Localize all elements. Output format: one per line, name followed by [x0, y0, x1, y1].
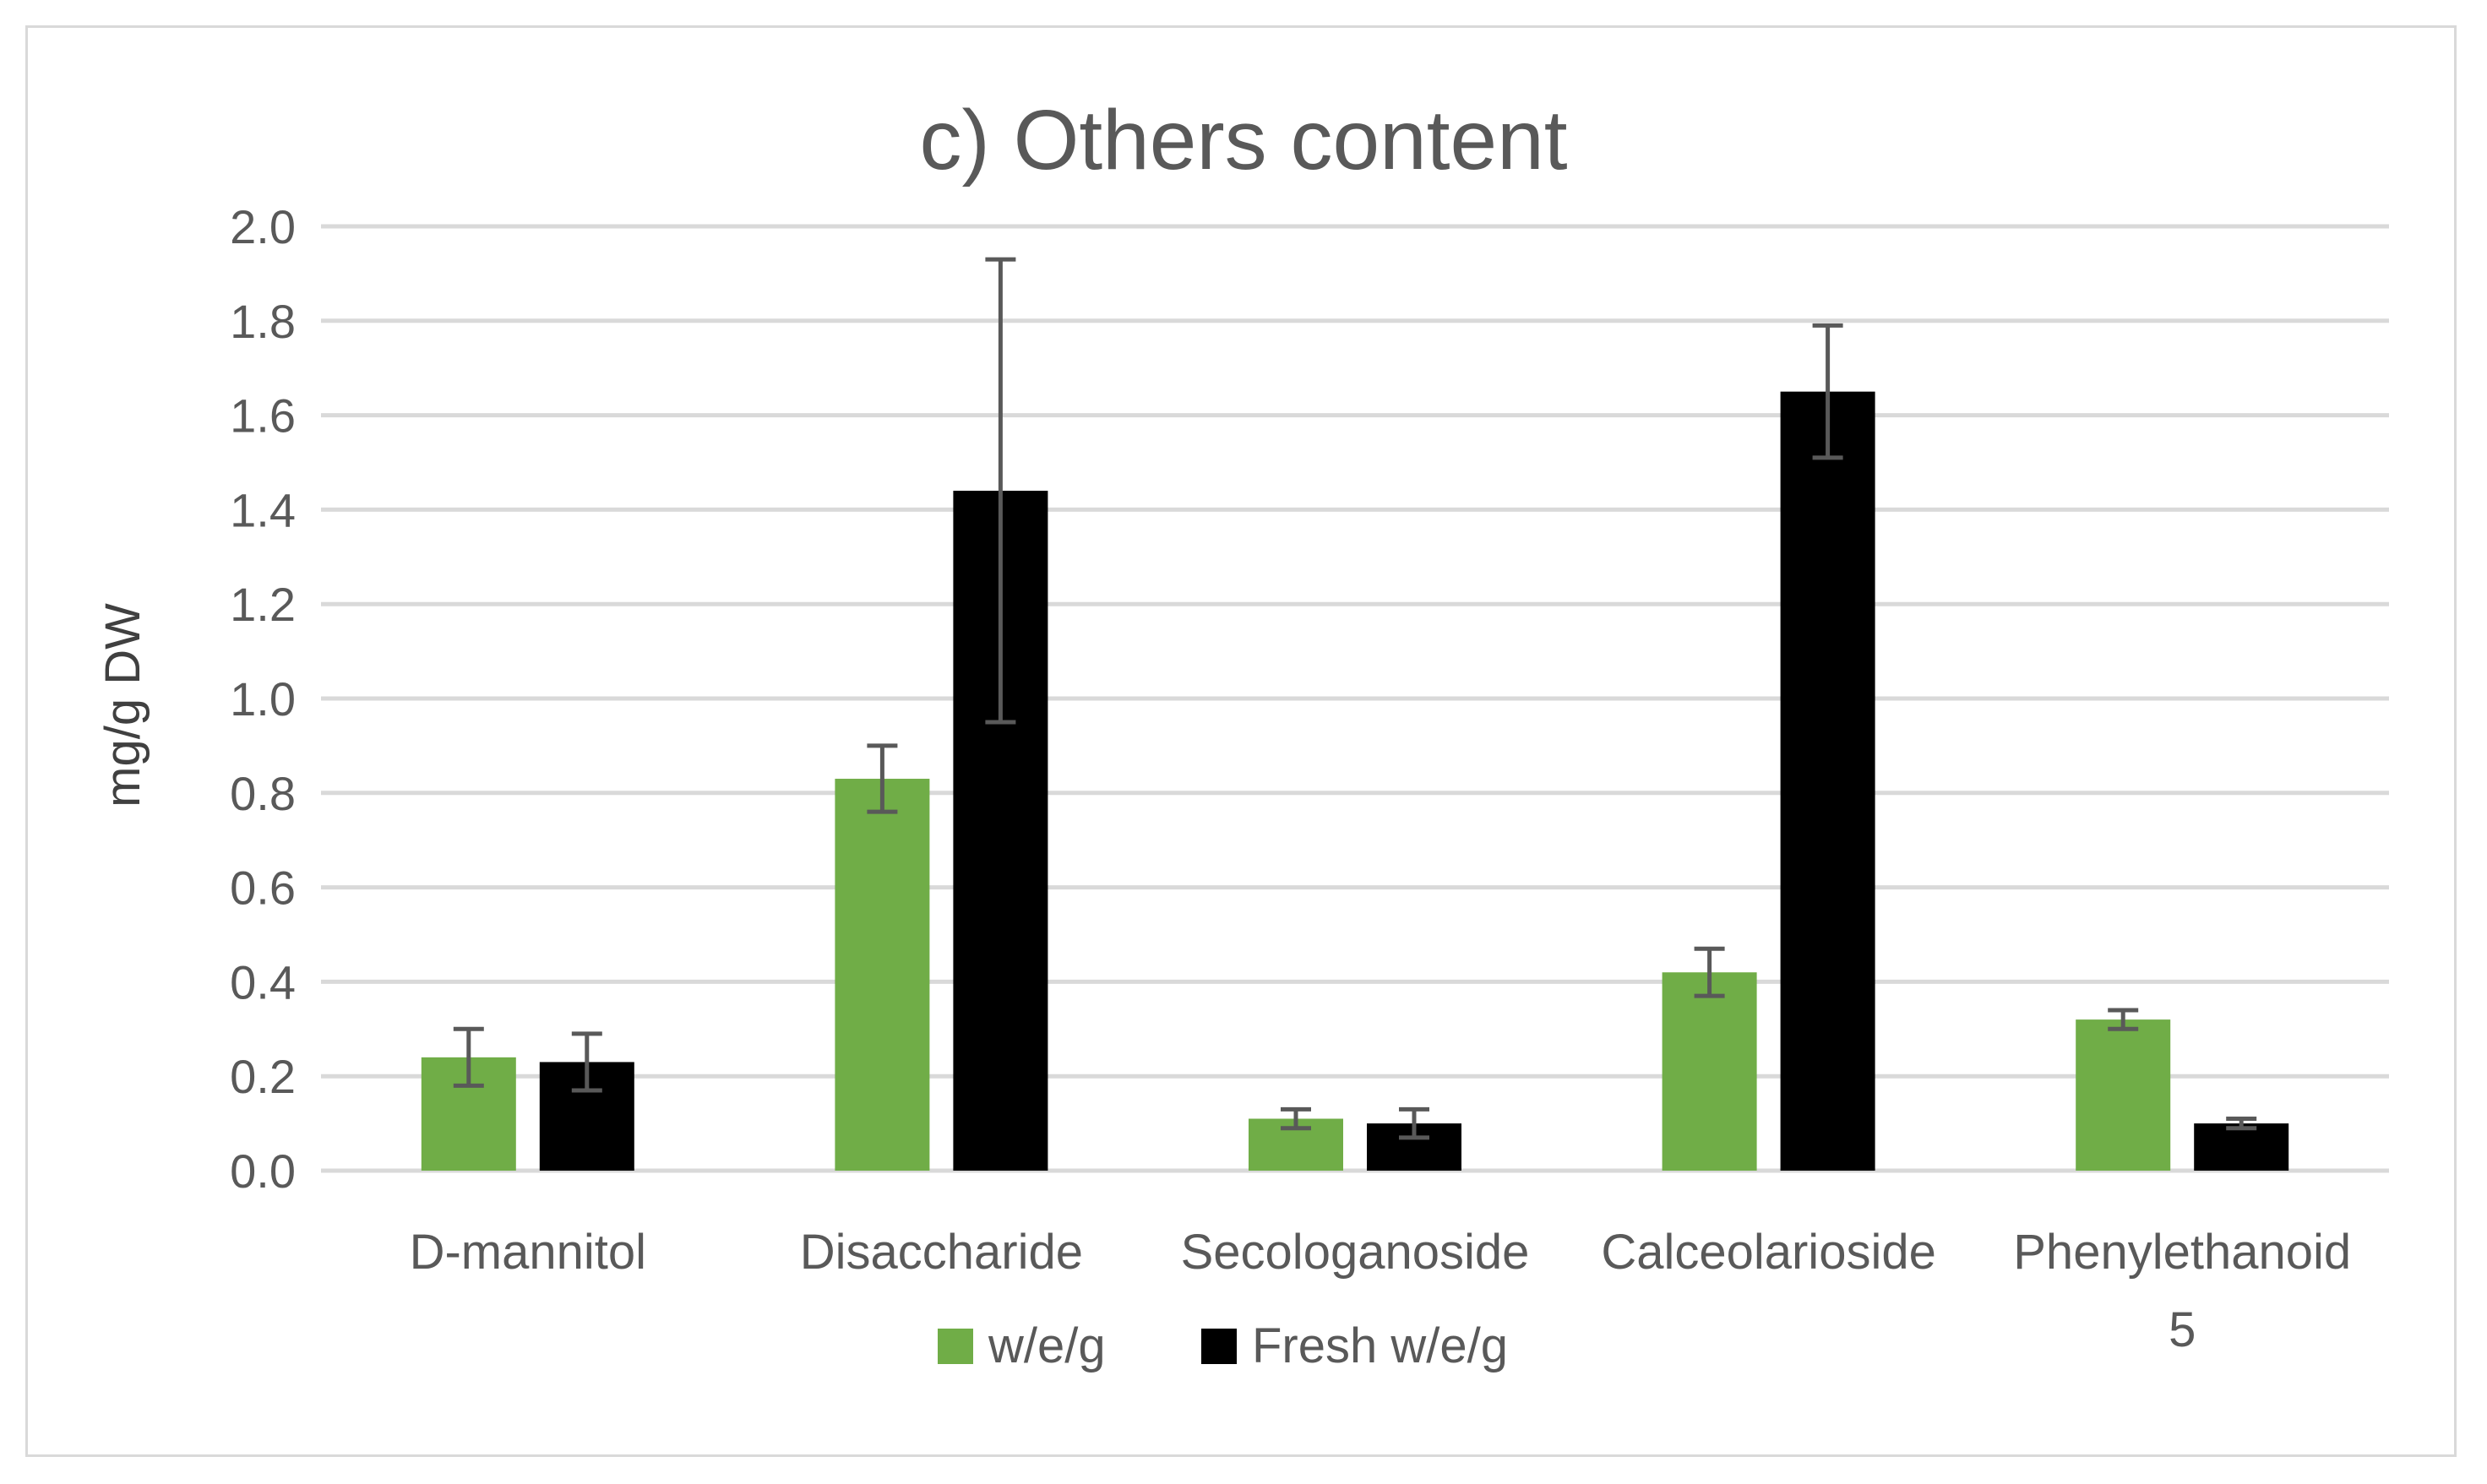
y-tick-label: 2.0: [230, 200, 296, 253]
legend-label: Fresh w/e/g: [1252, 1318, 1508, 1373]
y-tick-label: 1.0: [230, 672, 296, 726]
legend-swatch: [1201, 1329, 1237, 1364]
y-tick-label: 1.4: [230, 483, 296, 536]
bar-fresh: [1780, 391, 1875, 1171]
x-category-label: D-mannitol: [410, 1225, 646, 1280]
x-category-label: Calceolarioside: [1601, 1225, 1936, 1280]
bar-we: [2076, 1019, 2171, 1171]
y-tick-label: 1.8: [230, 295, 296, 348]
y-tick-label: 0.4: [230, 955, 296, 1008]
bar-we: [1662, 972, 1757, 1171]
legend-swatch: [938, 1329, 973, 1364]
x-category-label: 5: [2169, 1302, 2196, 1357]
x-category-label: Disaccharide: [800, 1225, 1083, 1280]
y-tick-label: 0.2: [230, 1050, 296, 1103]
bar-we: [835, 779, 930, 1171]
chart-title: c) Others content: [920, 93, 1568, 188]
bar-fresh: [2194, 1123, 2289, 1171]
chart-frame: [25, 25, 2457, 1457]
x-axis-categories: D-mannitol Disaccharide Secologanoside Calc…: [410, 1225, 2352, 1357]
y-tick-label: 1.6: [230, 389, 296, 443]
legend: w/e/g Fresh w/e/g: [938, 1318, 1508, 1373]
gridlines: [321, 224, 2389, 1173]
y-axis-label: mg/g DW: [95, 603, 150, 807]
x-category-label: Phenylethanoid: [2013, 1225, 2351, 1280]
y-tick-label: 1.2: [230, 578, 296, 631]
y-axis-ticks: 0.0 0.2 0.4 0.6 0.8 1.0 1.2 1.4 1.6 1.8 2.0: [230, 200, 296, 1198]
bars: [421, 391, 2289, 1171]
x-category-label: Secologanoside: [1181, 1225, 1530, 1280]
y-tick-label: 0.6: [230, 862, 296, 915]
legend-label: w/e/g: [988, 1318, 1106, 1373]
y-tick-label: 0.8: [230, 767, 296, 820]
y-tick-label: 0.0: [230, 1144, 296, 1198]
error-bars: [453, 257, 2257, 1140]
